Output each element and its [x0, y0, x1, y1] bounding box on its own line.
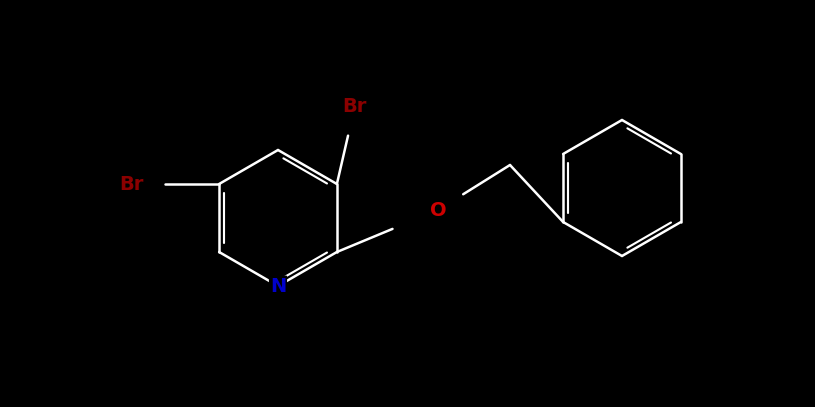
Text: Br: Br: [119, 175, 143, 193]
Text: O: O: [430, 201, 447, 219]
Text: Br: Br: [342, 96, 367, 116]
Text: N: N: [270, 276, 286, 295]
